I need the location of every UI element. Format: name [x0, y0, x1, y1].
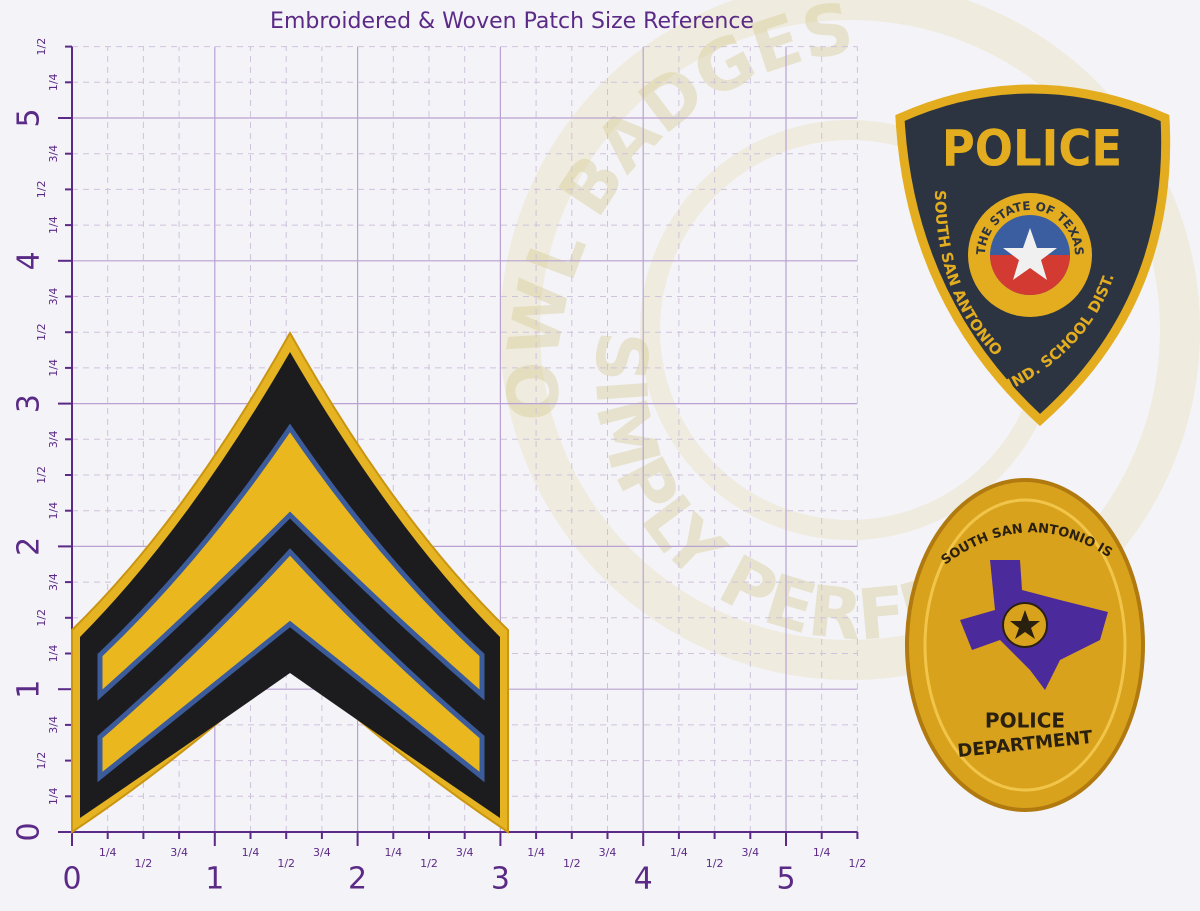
y-fraction-label: 1/4	[47, 645, 60, 663]
x-fraction-label: 3/4	[313, 846, 331, 859]
y-fraction-label: 1/4	[47, 502, 60, 520]
y-fraction-label: 1/4	[47, 73, 60, 91]
watermark-brand: OWL BADGES	[492, 0, 859, 422]
x-fraction-label: 1/4	[99, 846, 117, 859]
x-fraction-label: 1/4	[527, 846, 545, 859]
x-unit-label: 3	[491, 862, 510, 897]
x-fraction-label: 1/2	[420, 857, 438, 870]
x-unit-label: 2	[348, 862, 367, 897]
y-unit-label: 1	[12, 680, 47, 699]
chevron-patch	[71, 330, 509, 834]
x-fraction-label: 1/4	[813, 846, 831, 859]
x-fraction-label: 3/4	[599, 846, 617, 859]
y-fraction-label: 3/4	[47, 288, 60, 306]
y-fraction-label: 1/4	[47, 216, 60, 234]
x-fraction-label: 3/4	[170, 846, 188, 859]
x-fraction-label: 1/4	[384, 846, 402, 859]
y-fraction-label: 1/2	[35, 323, 48, 341]
y-fraction-label: 1/2	[35, 38, 48, 56]
y-unit-label: 3	[12, 394, 47, 413]
x-unit-label: 0	[62, 862, 81, 897]
y-unit-label: 0	[12, 822, 47, 841]
y-fraction-label: 3/4	[47, 430, 60, 448]
x-fraction-label: 3/4	[456, 846, 474, 859]
y-unit-label: 5	[12, 108, 47, 127]
x-fraction-label: 3/4	[741, 846, 759, 859]
y-unit-label: 4	[12, 251, 47, 270]
shield-title: POLICE	[942, 120, 1122, 178]
y-fraction-label: 3/4	[47, 716, 60, 734]
x-fraction-label: 1/4	[242, 846, 260, 859]
title: Embroidered & Woven Patch Size Reference	[270, 9, 754, 34]
y-fraction-label: 1/4	[47, 359, 60, 377]
x-unit-label: 1	[205, 862, 224, 897]
y-fraction-label: 1/2	[35, 466, 48, 484]
ruler-labels: 0 0 1/4 1/4 1/2 1/2 3/4 3/4 1 1 1/4 1/4 1/2 1/2 3/4 3/4…	[12, 38, 867, 897]
x-unit-label: 4	[634, 862, 653, 897]
x-fraction-label: 1/2	[706, 857, 724, 870]
badge-line1: POLICE	[985, 709, 1065, 733]
shield-patch: POLICE SOUTH SAN ANTONIO IND. SCHOOL DIS…	[895, 84, 1171, 427]
x-fraction-label: 1/2	[563, 857, 581, 870]
x-fraction-label: 1/4	[670, 846, 688, 859]
x-fraction-label: 1/2	[135, 857, 153, 870]
y-fraction-label: 1/2	[35, 181, 48, 199]
y-unit-label: 2	[12, 537, 47, 556]
y-fraction-label: 3/4	[47, 145, 60, 163]
y-fraction-label: 1/4	[47, 787, 60, 805]
x-fraction-label: 1/2	[849, 857, 867, 870]
x-fraction-label: 1/2	[277, 857, 295, 870]
x-unit-label: 5	[776, 862, 795, 897]
y-fraction-label: 3/4	[47, 573, 60, 591]
y-fraction-label: 1/2	[35, 609, 48, 627]
y-fraction-label: 1/2	[35, 752, 48, 770]
